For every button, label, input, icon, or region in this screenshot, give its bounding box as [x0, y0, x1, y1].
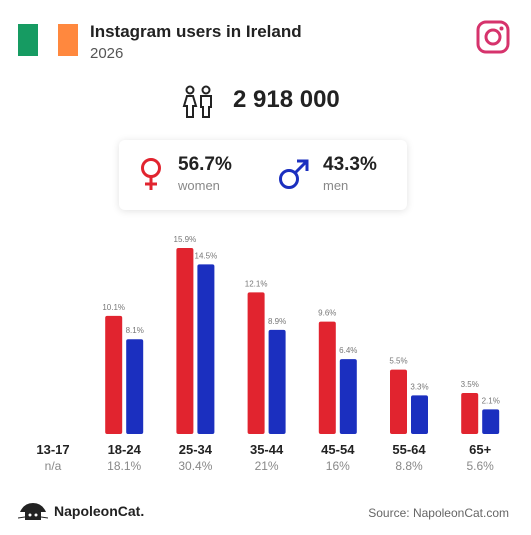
category-label: 45-54 [321, 442, 355, 457]
instagram-icon [476, 20, 510, 54]
bar-women-45-54 [318, 321, 336, 434]
bar-men-18-24 [126, 339, 144, 434]
women-label: women [178, 178, 220, 193]
chart-subtitle: 2026 [90, 45, 124, 62]
category-total: 21% [254, 459, 279, 473]
ireland-flag [18, 24, 78, 56]
flag-stripe-white [38, 24, 58, 56]
category-total: 16% [325, 459, 350, 473]
category-label: 65+ [469, 442, 492, 457]
bar-label-women-18-24: 10.1% [102, 303, 125, 312]
source-credit: Source: NapoleonCat.com [368, 506, 509, 520]
bar-men-35-44 [268, 329, 286, 434]
category-label: 35-44 [249, 442, 284, 457]
bar-label-men-35-44: 8.9% [268, 317, 286, 326]
total-users: 2 918 000 [233, 86, 340, 113]
chart-title: Instagram users in Ireland [90, 22, 302, 41]
bar-women-65+ [461, 393, 479, 434]
bar-label-men-45-54: 6.4% [339, 346, 357, 355]
bar-label-men-55-64: 3.3% [410, 382, 428, 391]
bar-women-18-24 [105, 315, 123, 434]
bar-label-women-25-34: 15.9% [174, 235, 197, 244]
category-label: 18-24 [107, 442, 141, 457]
bar-label-men-18-24: 8.1% [126, 326, 144, 335]
female-icon [141, 158, 161, 190]
bar-women-25-34 [176, 247, 194, 434]
category-label: 13-17 [36, 442, 70, 457]
bar-label-women-55-64: 5.5% [389, 357, 407, 366]
bar-label-women-35-44: 12.1% [245, 279, 268, 288]
flag-stripe-green [18, 24, 38, 56]
bar-label-men-65+: 2.1% [482, 396, 500, 405]
category-total: 8.8% [395, 459, 423, 473]
men-label: men [323, 178, 349, 193]
people-icon [182, 85, 212, 118]
male-icon [279, 159, 309, 189]
category-total: n/a [44, 459, 62, 473]
bar-label-women-65+: 3.5% [461, 380, 479, 389]
bar-label-women-45-54: 9.6% [318, 309, 336, 318]
category-total: 5.6% [466, 459, 494, 473]
napoleoncat-logo-icon [18, 503, 48, 520]
bar-women-55-64 [390, 369, 407, 434]
category-label: 55-64 [392, 442, 426, 457]
bar-label-men-25-34: 14.5% [195, 251, 218, 260]
category-label: 25-34 [178, 442, 213, 457]
age-gender-bar-chart: 10.1% 8.1% 15.9% 14.5% 12.1% 8.9% 9.6% 6.4% 5.5%… [102, 235, 500, 434]
gender-card: 56.7% women 43.3% men [119, 140, 407, 210]
category-total: 30.4% [178, 459, 213, 473]
bar-men-55-64 [411, 395, 428, 434]
bar-women-35-44 [247, 292, 265, 434]
bar-men-65+ [482, 409, 500, 434]
men-percent: 43.3% [323, 154, 377, 175]
brand-name: NapoleonCat. [54, 503, 145, 519]
bar-men-45-54 [339, 359, 357, 434]
flag-stripe-orange [58, 24, 78, 56]
category-total: 18.1% [107, 459, 142, 473]
bar-men-25-34 [197, 264, 215, 434]
women-percent: 56.7% [178, 154, 232, 175]
